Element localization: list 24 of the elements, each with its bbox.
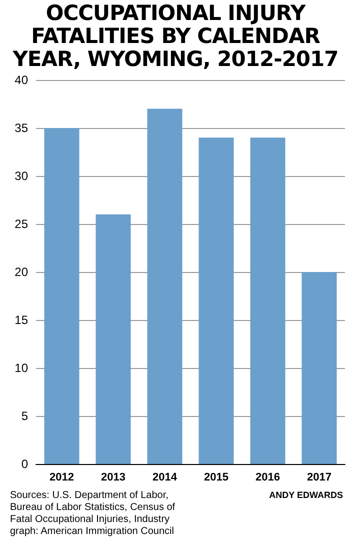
y-tick-label: 35 (14, 121, 28, 135)
bar (250, 138, 286, 464)
bar (302, 272, 337, 464)
x-tick-label: 2013 (101, 472, 126, 484)
x-tick-label: 2014 (152, 472, 178, 484)
bar (147, 108, 182, 464)
y-tick-label: 20 (14, 265, 28, 279)
x-tick-label: 2012 (50, 472, 74, 484)
y-tick-label: 10 (14, 361, 28, 375)
y-tick-label: 40 (14, 73, 28, 87)
bar (96, 214, 131, 464)
y-tick-label: 30 (14, 169, 28, 183)
bar (198, 138, 234, 464)
y-tick-label: 5 (21, 409, 28, 423)
source-note: Sources: U.S. Department of Labor, Bureau of Labor Statistics, Census of Fatal Occupational Injuries, Industry graph: American Immigration Council (10, 490, 176, 538)
y-tick-label: 0 (21, 457, 28, 471)
y-tick-label: 25 (14, 217, 28, 231)
bar (44, 128, 80, 464)
text: ANDY EDWARDS (269, 490, 343, 500)
y-tick-label: 15 (14, 313, 28, 327)
x-tick-label: 2017 (307, 472, 332, 484)
x-tick-label: 2016 (256, 472, 280, 484)
chart-title: OCCUPATIONAL INJURY FATALITIES BY CALENDAR YEAR, WYOMING, 2012-2017 (12, 1, 340, 71)
x-tick-label: 2015 (204, 472, 228, 484)
